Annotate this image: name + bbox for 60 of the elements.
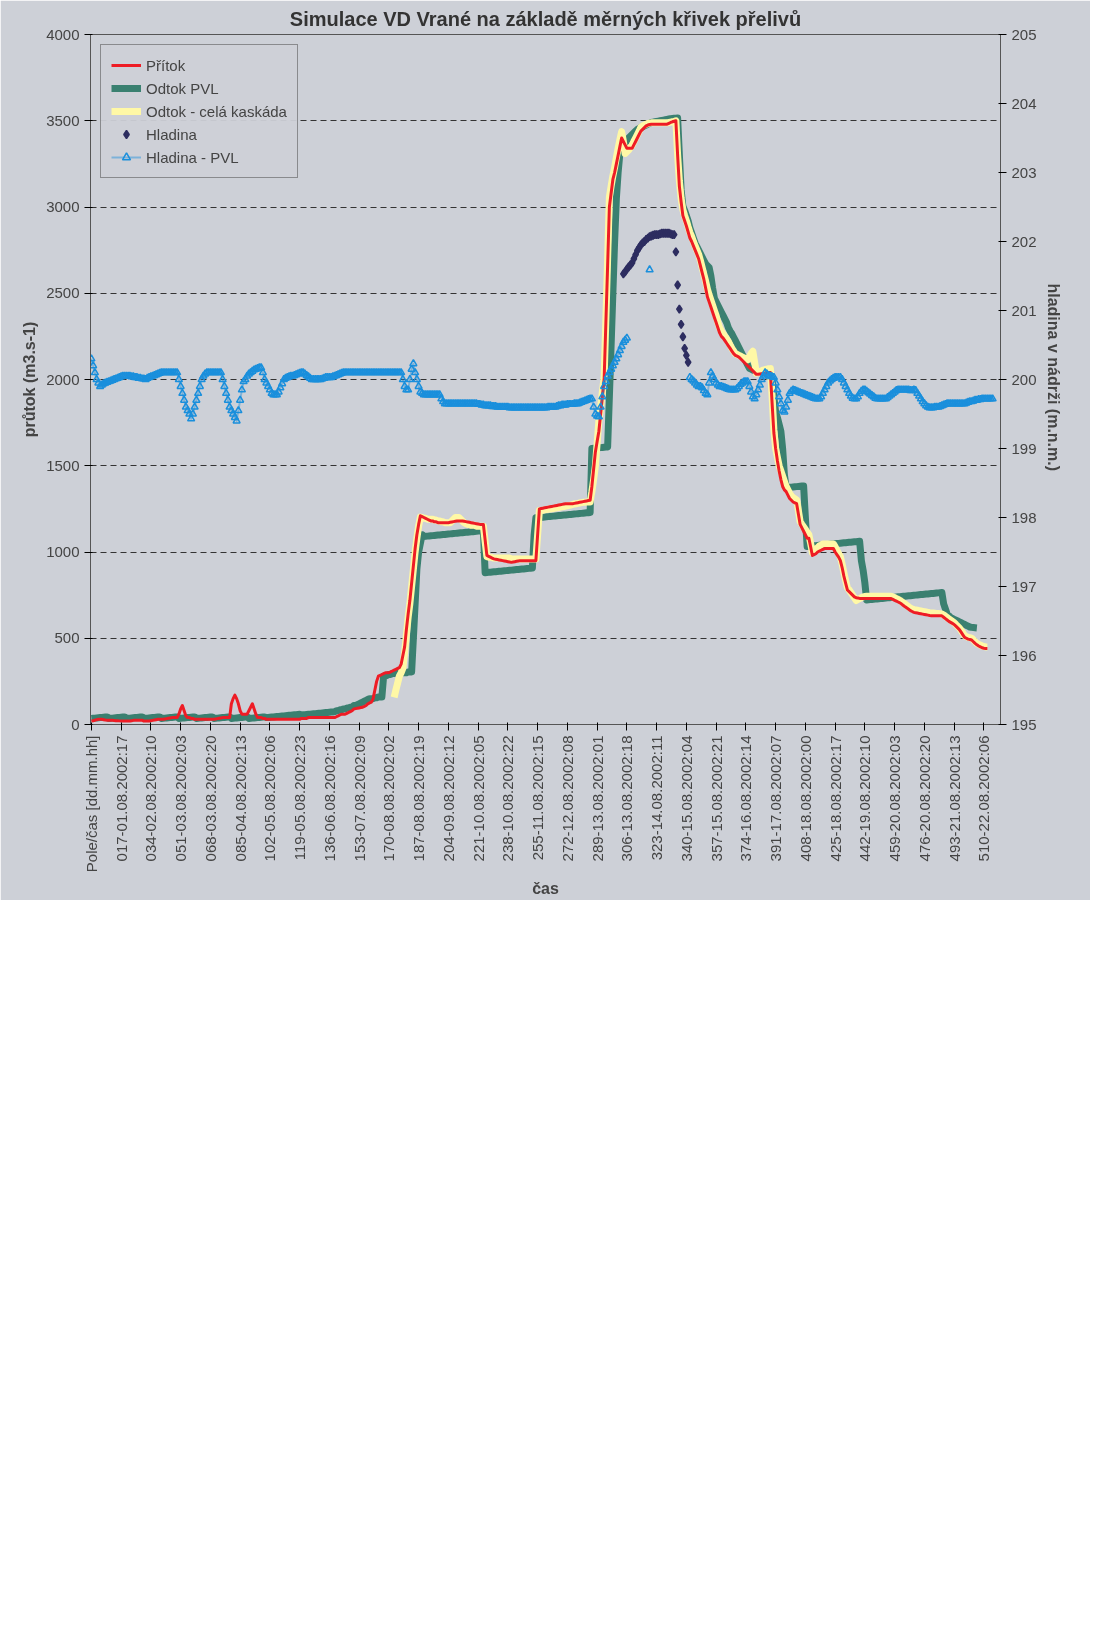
x-tick-label: 289-13.08.2002:01 — [588, 735, 606, 862]
x-tick-label: 204-09.08.2002:12 — [439, 735, 457, 862]
y2-tick-label: 204 — [1011, 94, 1037, 112]
y-tick-label: 0 — [71, 715, 80, 733]
x-tick-label: 238-10.08.2002:22 — [499, 735, 517, 862]
chart-title: Simulace VD Vrané na základě měrných křivek přelivů — [289, 7, 802, 30]
x-tick-label: 374-16.08.2002:14 — [737, 735, 755, 862]
x-tick-label: 391-17.08.2002:07 — [767, 735, 785, 862]
y2-tick-label: 200 — [1011, 370, 1037, 388]
x-tick-label: 017-01.08.2002:17 — [112, 735, 130, 862]
x-tick-label: 323-14.08.2002:11 — [648, 735, 666, 861]
x-tick-label: 306-13.08.2002:18 — [618, 735, 636, 862]
y-tick-label: 500 — [54, 629, 80, 647]
x-tick-label: 340-15.08.2002:04 — [677, 735, 695, 862]
x-tick-label: 221-10.08.2002:05 — [469, 735, 487, 862]
y2-tick-label: 201 — [1011, 301, 1037, 319]
y-tick-label: 3500 — [46, 111, 80, 129]
x-tick-label: 136-06.08.2002:16 — [320, 735, 338, 862]
y-tick-label: 4000 — [46, 25, 80, 43]
x-tick-label: 272-12.08.2002:08 — [558, 735, 576, 862]
y2-tick-label: 195 — [1011, 715, 1037, 733]
x-tick-label: 085-04.08.2002:13 — [231, 735, 249, 862]
y2-axis-title: hladina v nádrži (m.n.m.) — [1044, 283, 1062, 472]
x-tick-label: 442-19.08.2002:10 — [856, 735, 874, 862]
y2-tick-label: 196 — [1011, 646, 1037, 664]
y-tick-label: 2500 — [46, 284, 80, 302]
legend-label: Přítok — [146, 56, 186, 74]
legend-label: Odtok - celá kaskáda — [146, 102, 287, 120]
y2-tick-label: 205 — [1011, 25, 1037, 43]
x-tick-label: 187-08.08.2002:19 — [410, 735, 428, 862]
y2-tick-label: 197 — [1011, 577, 1037, 595]
y2-tick-label: 202 — [1011, 232, 1037, 250]
x-tick-label: 170-08.08.2002:02 — [380, 735, 398, 862]
x-tick-label: 255-11.08.2002:15 — [529, 735, 547, 861]
x-tick-label: 493-21.08.2002:13 — [945, 735, 963, 862]
x-tick-label: 119-05.08.2002:23 — [291, 735, 309, 861]
y-tick-label: 2000 — [46, 370, 80, 388]
x-tick-label: 102-05.08.2002:06 — [261, 735, 279, 862]
y2-tick-label: 203 — [1011, 163, 1037, 181]
y-axis-title: průtok (m3.s-1) — [21, 321, 39, 438]
x-tick-label: 510-22.08.2002:06 — [975, 735, 993, 862]
x-tick-label: 459-20.08.2002:03 — [886, 735, 904, 862]
legend-label: Hladina — [146, 125, 197, 143]
x-tick-label: 425-18.08.2002:17 — [826, 735, 844, 862]
x-tick-label: 153-07.08.2002:09 — [350, 735, 368, 862]
y2-tick-label: 199 — [1011, 439, 1037, 457]
x-tick-label: 051-03.08.2002:03 — [172, 735, 190, 862]
x-tick-label: 068-03.08.2002:20 — [201, 735, 219, 862]
x-axis-title: čas — [532, 880, 559, 898]
y2-tick-label: 198 — [1011, 508, 1037, 526]
y-tick-label: 1000 — [46, 543, 80, 560]
legend-label: Hladina - PVL — [146, 148, 239, 166]
x-tick-label: 476-20.08.2002:20 — [915, 735, 933, 862]
x-tick-label: 034-02.08.2002:10 — [142, 735, 160, 862]
y-tick-label: 3000 — [46, 198, 80, 215]
x-tick-label: 357-15.08.2002:21 — [707, 735, 725, 862]
x-tick-label: 408-18.08.2002:00 — [796, 735, 814, 862]
y-tick-label: 1500 — [46, 456, 80, 474]
x-tick-label: Pole/čas [dd.mm.hh] — [82, 735, 100, 873]
legend-label: Odtok PVL — [146, 79, 219, 97]
